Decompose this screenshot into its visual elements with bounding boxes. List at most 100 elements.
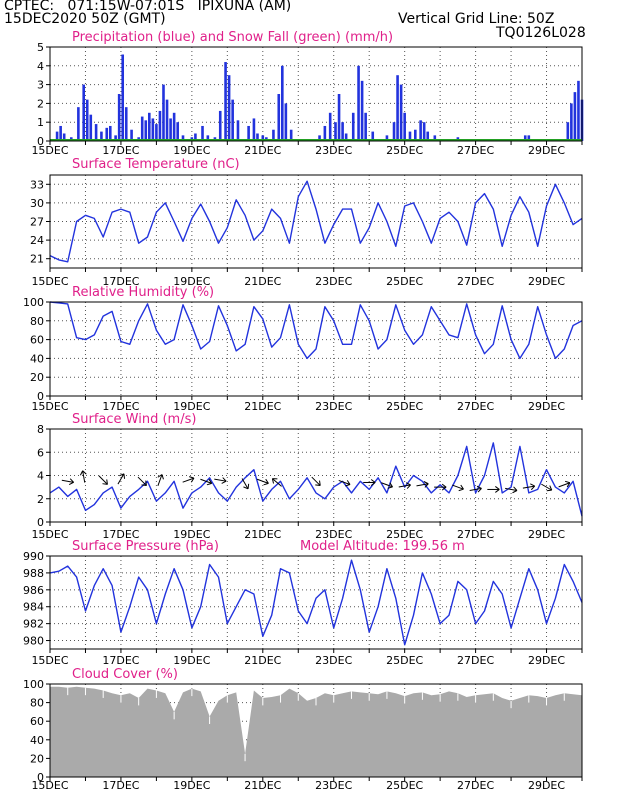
cloud-ytick-label: 0 [37, 771, 44, 784]
wind-arrow [137, 476, 147, 487]
precip-bar [194, 133, 197, 141]
precip-bar [105, 127, 109, 141]
wind-arrow [338, 479, 351, 487]
cloud-day-label: 17DEC [102, 779, 139, 792]
wind-day-label: 29DEC [528, 528, 565, 541]
wind-arrow [256, 478, 269, 486]
header-run-time: 15DEC2020 50Z (GMT) [4, 11, 166, 27]
precip-bar [181, 135, 185, 141]
precip-title: Precipitation (blue) and Snow Fall (gree… [72, 30, 393, 45]
precip-bar [357, 65, 360, 141]
temp-day-label: 29DEC [528, 275, 565, 288]
wind-arrow [522, 483, 536, 491]
rh-day-label: 23DEC [315, 400, 352, 413]
precip-bar [59, 125, 62, 141]
wind-arrow [157, 474, 164, 486]
precip-bar [218, 110, 222, 141]
wind-arrow [416, 481, 429, 488]
temp-day-label: 19DEC [173, 275, 210, 288]
rh-ytick-label: 20 [30, 371, 44, 384]
pressure-ytick-label: 986 [23, 584, 44, 597]
precip-bar [77, 107, 80, 141]
precip-ytick-label: 0 [37, 135, 44, 148]
temp-day-label: 23DEC [315, 275, 352, 288]
wind-arrow [200, 478, 213, 486]
rh-title: Relative Humidity (%) [72, 285, 214, 300]
precip-bar [399, 84, 403, 141]
precip-bar [148, 112, 151, 141]
header-station: CPTEC: 071:15W-07:01S IPIXUNA (AM) [4, 0, 292, 14]
precip-bar [318, 135, 321, 141]
precip-bar [231, 99, 234, 141]
wind-arrow [117, 473, 126, 485]
rh-series-line [49, 301, 583, 360]
precip-bar [281, 65, 284, 141]
wind-arrow [311, 476, 321, 487]
wind-ytick-label: 0 [37, 516, 44, 529]
cloud-ytick-label: 80 [30, 697, 44, 710]
wind-ytick-label: 6 [37, 446, 44, 459]
precip-bar [108, 125, 112, 141]
precip-bar [364, 112, 367, 141]
precip-bar [62, 133, 66, 141]
temp-ytick-label: 27 [30, 216, 44, 229]
pressure-day-label: 25DEC [386, 654, 423, 667]
precip-ytick-label: 4 [37, 60, 44, 73]
wind-arrow [363, 479, 376, 486]
wind-day-label: 15DEC [31, 528, 68, 541]
precip-bar [272, 129, 275, 141]
precip-bar [117, 94, 121, 141]
wind-title: Surface Wind (m/s) [72, 412, 196, 427]
wind-arrow [182, 476, 195, 483]
cloud-day-label: 21DEC [244, 779, 281, 792]
rh-day-label: 15DEC [31, 400, 68, 413]
cloud-ytick-label: 40 [30, 734, 44, 747]
wind-ytick-label: 2 [37, 493, 44, 506]
precip-bar [55, 131, 59, 141]
wind-arrow [381, 482, 393, 489]
pressure-ytick-label: 984 [23, 601, 44, 614]
precip-bar [570, 103, 573, 141]
precip-bar [140, 116, 144, 141]
rh-ytick-label: 80 [30, 315, 44, 328]
rh-ytick-label: 0 [37, 390, 44, 403]
precip-bar [165, 99, 169, 141]
precip-bar [527, 135, 531, 141]
wind-day-label: 23DEC [315, 528, 352, 541]
wind-arrow [61, 478, 75, 486]
wind-day-label: 25DEC [386, 528, 423, 541]
pressure-ytick-label: 988 [23, 567, 44, 580]
temp-frame [49, 174, 583, 269]
rh-day-label: 19DEC [173, 400, 210, 413]
precip-bar [337, 94, 341, 141]
temp-day-label: 21DEC [244, 275, 281, 288]
precip-bar [114, 135, 117, 141]
header-grid-note: Vertical Grid Line: 50Z [398, 11, 555, 27]
wind-day-label: 19DEC [173, 528, 210, 541]
rh-ytick-label: 40 [30, 352, 44, 365]
rh-frame [49, 301, 583, 397]
precip-bar [155, 124, 158, 141]
cloud-day-label: 15DEC [31, 779, 68, 792]
wind-arrow [452, 484, 464, 492]
precip-bar [94, 124, 98, 141]
precip-bar [151, 118, 155, 141]
temp-ytick-label: 21 [30, 253, 44, 266]
precip-ytick-label: 3 [37, 79, 44, 92]
wind-arrow [434, 483, 447, 491]
wind-ytick-label: 4 [37, 470, 44, 483]
wind-arrow [469, 485, 482, 493]
wind-arrow [98, 475, 108, 485]
precip-day-label: 25DEC [386, 144, 423, 157]
pressure-day-label: 27DEC [457, 654, 494, 667]
pressure-ytick-label: 990 [23, 550, 44, 563]
precip-bar [124, 107, 128, 141]
precip-bar [403, 112, 406, 141]
precip-bar [414, 129, 417, 141]
temp-series-line [49, 180, 583, 263]
precip-bar [100, 131, 103, 141]
temp-day-label: 15DEC [31, 275, 68, 288]
wind-day-label: 17DEC [102, 528, 139, 541]
precip-bar [523, 135, 527, 141]
rh-day-label: 17DEC [102, 400, 139, 413]
